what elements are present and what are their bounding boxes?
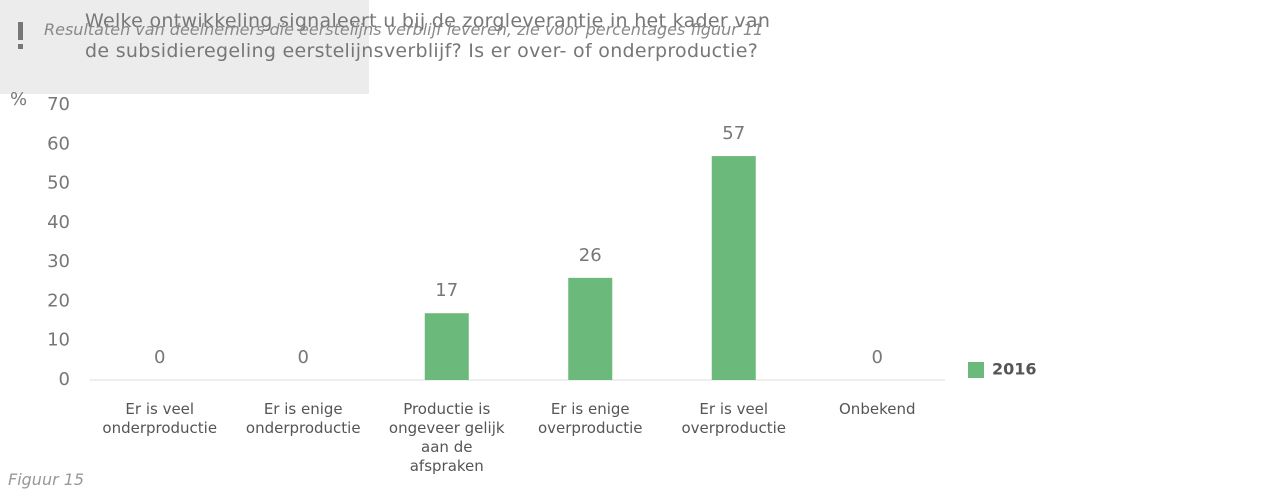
y-tick-label: 40 [47, 212, 70, 233]
legend-swatch [968, 362, 984, 378]
bar [424, 313, 469, 380]
annotation-box: Resultaten van deelnemers die eerstelijn… [0, 0, 763, 94]
x-tick-label: Er is veel onderproductie [102, 400, 218, 437]
y-tick-label: 60 [47, 133, 70, 154]
y-tick-label: 20 [47, 290, 70, 311]
chart-title: Welke ontwikkeling signaleert u bij de z… [85, 10, 771, 62]
icon [18, 44, 23, 49]
icon [18, 22, 23, 40]
x-tick-label: Productie is ongeveer gelijk aan de afsp… [388, 400, 505, 475]
y-axis-label: % [10, 89, 27, 110]
value-label: 0 [154, 347, 165, 368]
value-label: 17 [435, 280, 458, 301]
y-tick-label: 30 [47, 251, 70, 272]
y-tick-label: 70 [47, 94, 70, 115]
bar [568, 277, 613, 380]
value-label: 26 [579, 245, 602, 266]
y-tick-label: 10 [47, 330, 70, 351]
y-tick-label: 50 [47, 173, 70, 194]
value-label: 0 [872, 347, 883, 368]
x-tick-label: Er is enige overproductie [537, 400, 643, 437]
caption: Figuur 15 [8, 470, 85, 489]
value-label: 57 [722, 123, 745, 144]
y-tick-label: 0 [59, 369, 70, 390]
x-tick-label: Onbekend [839, 400, 916, 418]
value-label: 0 [298, 347, 309, 368]
bar [711, 156, 756, 380]
x-tick-label: Er is enige onderproductie [245, 400, 361, 437]
x-tick-label: Er is veel overproductie [681, 400, 787, 437]
legend-label: 2016 [992, 360, 1037, 379]
annotation: Resultaten van deelnemers die eerstelijn… [44, 20, 764, 39]
